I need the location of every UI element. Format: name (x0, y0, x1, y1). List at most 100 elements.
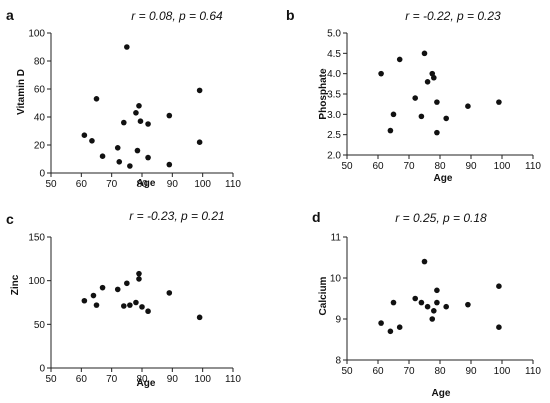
data-point-c (136, 270, 142, 277)
y-tick-label-a: 20 (34, 141, 46, 152)
data-point-b (434, 129, 440, 136)
data-point-b (396, 56, 403, 63)
data-point-d (429, 316, 436, 322)
x-axis-title-b: Age (434, 173, 453, 184)
data-point-c (136, 276, 142, 282)
data-point-a (89, 138, 95, 144)
y-tick-label-a: 100 (28, 29, 45, 40)
y-axis-title-c: Zinc (10, 274, 21, 295)
data-point-b (424, 79, 431, 85)
x-tick-label-b: 50 (341, 161, 353, 172)
data-point-c (99, 284, 106, 291)
x-tick-label-d: 60 (372, 366, 384, 377)
x-tick-label-b: 80 (434, 161, 446, 172)
data-point-b (465, 103, 471, 109)
x-tick-label-a: 60 (76, 179, 88, 190)
data-point-a (166, 112, 173, 119)
x-tick-label-c: 70 (106, 374, 118, 385)
data-point-a (124, 44, 130, 50)
plot-area-b: 50 60 70 80 90 100 110 2.0 2.5 3.0 3.5 4.0 4.5 5.0 (327, 29, 541, 173)
data-point-d (390, 299, 397, 306)
data-point-a (134, 147, 141, 154)
panel-d: d r = 0.25, p = 0.18 Age Calcium 50 60 70 8… (312, 209, 541, 399)
y-tick-label-a: 60 (34, 85, 46, 96)
data-point-a (114, 145, 121, 151)
y-tick-label-a: 0 (39, 169, 45, 180)
data-point-c (90, 292, 97, 299)
x-tick-label-d: 110 (525, 366, 541, 377)
x-axis-title-c: Age (137, 378, 156, 389)
x-tick-label-d: 90 (465, 366, 477, 377)
data-point-c (145, 308, 151, 315)
data-point-a (121, 119, 127, 126)
x-tick-label-c: 110 (225, 374, 241, 385)
data-point-a (196, 139, 203, 145)
x-tick-label-d: 50 (341, 366, 353, 377)
x-tick-label-a: 110 (225, 179, 241, 190)
x-tick-label-c: 100 (194, 374, 211, 385)
x-tick-label-d: 100 (494, 366, 511, 377)
y-tick-label-d: 8 (335, 356, 341, 367)
data-point-c (124, 280, 130, 287)
x-tick-label-b: 60 (372, 161, 384, 172)
panel-label-c: c (6, 211, 14, 227)
data-point-d (434, 299, 440, 306)
data-point-b (418, 113, 425, 120)
data-point-a (166, 161, 173, 168)
data-point-a (137, 118, 144, 124)
y-tick-label-c: 0 (39, 364, 45, 375)
x-tick-label-c: 50 (45, 374, 57, 385)
data-point-c (114, 286, 121, 293)
y-tick-label-a: 80 (34, 57, 46, 68)
plot-area-a: 50 60 70 80 90 100 110 0 20 40 60 80 100 (28, 29, 241, 191)
data-point-b (431, 74, 437, 81)
data-point-a (133, 110, 139, 116)
y-tick-label-d: 11 (331, 233, 342, 244)
x-tick-label-d: 80 (434, 366, 446, 377)
data-point-c (166, 290, 173, 296)
x-tick-label-c: 80 (136, 374, 148, 385)
x-tick-label-b: 110 (525, 161, 541, 172)
data-point-a (116, 159, 123, 165)
data-point-a (99, 153, 106, 159)
data-point-d (421, 258, 428, 265)
x-tick-label-d: 70 (403, 366, 415, 377)
y-tick-label-b: 4.0 (327, 69, 341, 80)
data-point-d (387, 328, 394, 335)
panel-a: a r = 0.08, p = 0.64 Age Vitamin D 50 60 7… (6, 7, 241, 190)
x-tick-label-b: 90 (465, 161, 477, 172)
x-tick-label-a: 80 (136, 179, 148, 190)
y-tick-label-c: 100 (28, 276, 45, 287)
data-point-c (139, 304, 145, 310)
data-point-a (93, 96, 100, 102)
stat-annotation-b: r = -0.22, p = 0.23 (405, 9, 501, 23)
data-point-b (434, 99, 440, 105)
data-point-d (424, 303, 431, 310)
data-point-d (412, 295, 419, 302)
stat-annotation-c: r = -0.23, p = 0.21 (129, 209, 224, 223)
data-point-a (136, 103, 142, 109)
data-point-d (443, 303, 450, 310)
stat-annotation-a: r = 0.08, p = 0.64 (131, 9, 223, 23)
data-point-a (81, 132, 88, 138)
x-tick-label-a: 70 (106, 179, 118, 190)
y-tick-label-b: 2.5 (327, 130, 341, 141)
data-point-c (133, 299, 139, 306)
y-tick-label-c: 150 (28, 233, 45, 244)
data-point-d (418, 299, 425, 306)
x-tick-label-a: 100 (194, 179, 211, 190)
x-tick-label-b: 70 (403, 161, 415, 172)
y-tick-label-d: 10 (330, 274, 342, 285)
y-tick-label-c: 50 (34, 320, 46, 331)
data-point-c (127, 302, 133, 308)
data-point-b (387, 127, 394, 134)
data-point-d (496, 283, 502, 290)
data-point-d (378, 320, 384, 326)
y-tick-label-b: 4.5 (327, 49, 341, 60)
x-tick-label-c: 60 (76, 374, 88, 385)
data-point-a (196, 87, 203, 94)
data-point-a (145, 121, 151, 127)
data-point-b (390, 111, 397, 118)
panel-label-a: a (6, 7, 14, 23)
